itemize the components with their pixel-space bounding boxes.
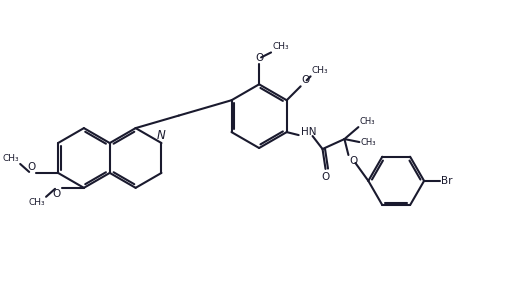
Text: Br: Br	[441, 176, 453, 186]
Text: O: O	[321, 172, 330, 182]
Text: HN: HN	[301, 127, 316, 137]
Text: CH₃: CH₃	[272, 43, 288, 51]
Text: O: O	[302, 75, 310, 85]
Text: CH₃: CH₃	[28, 198, 45, 207]
Text: CH₃: CH₃	[360, 138, 376, 147]
Text: CH₃: CH₃	[3, 154, 19, 163]
Text: O: O	[255, 54, 263, 63]
Text: CH₃: CH₃	[359, 117, 375, 126]
Text: O: O	[349, 156, 357, 166]
Text: O: O	[53, 189, 61, 199]
Text: N: N	[157, 129, 166, 142]
Text: O: O	[27, 162, 35, 172]
Text: CH₃: CH₃	[312, 66, 328, 75]
